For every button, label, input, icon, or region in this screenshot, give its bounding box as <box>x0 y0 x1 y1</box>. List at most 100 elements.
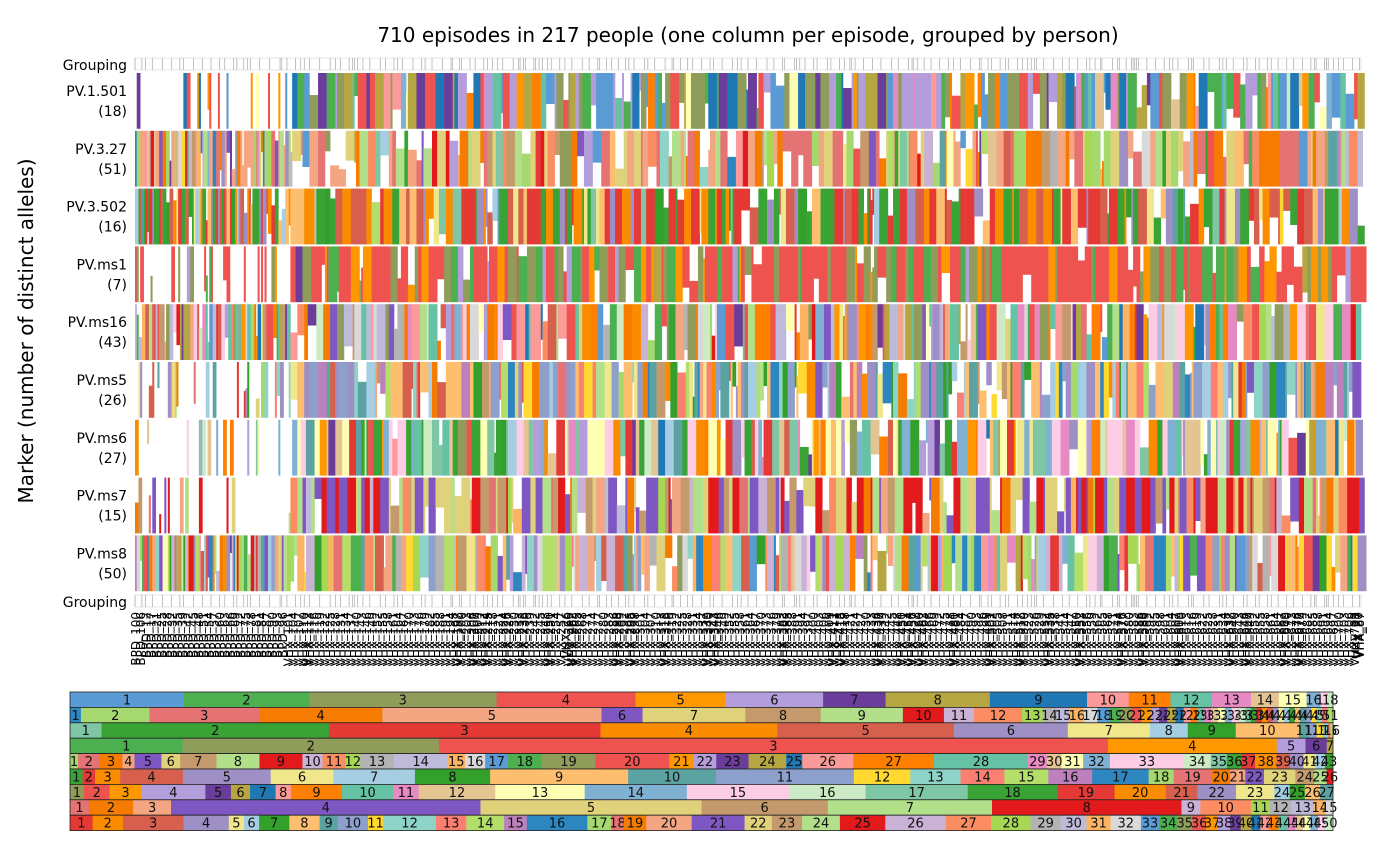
allele-cell <box>744 304 749 360</box>
allele-cell <box>276 362 281 396</box>
allele-cell <box>209 73 212 129</box>
x-tick-label: VHX_104 <box>287 612 301 666</box>
x-tick-label: VHX_226 <box>500 612 514 666</box>
allele-cell <box>1276 432 1279 476</box>
legend-segment-label: 3 <box>769 740 777 755</box>
allele-cell <box>754 130 763 187</box>
allele-cell <box>193 535 196 592</box>
x-tick-label: VHX_319 <box>665 612 679 666</box>
allele-cell <box>350 246 360 303</box>
allele-cell <box>637 535 642 592</box>
allele-cell <box>1029 501 1037 534</box>
allele-cell <box>1297 546 1300 592</box>
allele-cell <box>1038 477 1044 534</box>
allele-cell <box>929 188 937 245</box>
legend-segment <box>84 784 110 800</box>
legend-segment-label: 14 <box>1041 709 1058 724</box>
legend-segment <box>508 753 542 769</box>
allele-cell <box>656 362 666 418</box>
allele-cell <box>730 477 733 534</box>
allele-cell <box>1141 85 1148 129</box>
allele-cell <box>775 477 778 534</box>
allele-cell <box>1245 419 1251 476</box>
allele-cell <box>1010 304 1018 360</box>
allele-cell <box>1285 362 1288 418</box>
legend-segment-label: 6 <box>618 709 626 724</box>
allele-cell <box>356 419 362 476</box>
allele-cell <box>988 477 991 534</box>
allele-cell <box>715 304 718 360</box>
allele-cell <box>1267 362 1270 418</box>
allele-cell <box>278 419 281 476</box>
legend-segment-label: 2 <box>104 817 112 832</box>
x-tick-label: VHX_673 <box>1285 612 1299 666</box>
allele-cell <box>1086 362 1096 418</box>
allele-cell <box>756 362 761 418</box>
allele-cell <box>1247 246 1251 303</box>
allele-cell <box>290 477 298 534</box>
legend-row-frame <box>69 814 1334 832</box>
allele-cell <box>1031 246 1041 303</box>
allele-cell <box>975 419 978 476</box>
allele-cell <box>1001 362 1008 400</box>
allele-cell <box>1101 161 1105 187</box>
allele-cell <box>195 188 200 245</box>
allele-cell <box>136 535 141 592</box>
legend-segment-label: 2 <box>93 786 101 801</box>
allele-cell <box>975 477 980 534</box>
allele-cell <box>590 477 593 534</box>
allele-cell <box>640 188 647 245</box>
allele-cell <box>699 166 709 187</box>
allele-cell <box>716 73 719 129</box>
x-tick-label: BPD_63 <box>218 612 232 658</box>
allele-cell <box>962 535 968 592</box>
allele-cell <box>682 535 688 592</box>
allele-cell <box>1105 419 1108 476</box>
allele-cell <box>428 362 433 418</box>
allele-cell <box>1022 477 1030 534</box>
allele-cell <box>469 246 474 303</box>
allele-cell <box>516 73 524 129</box>
allele-cell <box>267 535 272 592</box>
legend-segment <box>1245 769 1265 785</box>
allele-cell <box>1350 304 1357 360</box>
allele-cell <box>1224 188 1227 245</box>
allele-cell <box>547 130 554 187</box>
x-tick-label: VHX_643 <box>1232 612 1246 666</box>
allele-cell <box>879 477 882 534</box>
allele-cell <box>273 304 277 338</box>
allele-cell <box>1297 362 1301 418</box>
allele-cell <box>1183 535 1191 592</box>
allele-cell <box>147 188 150 232</box>
allele-cell <box>205 362 210 418</box>
allele-cell <box>779 535 782 592</box>
x-tick-label: VHX_376 <box>765 612 779 666</box>
x-tick-label: VHX_502 <box>985 612 999 666</box>
allele-cell <box>994 246 1003 303</box>
allele-cell <box>877 73 887 129</box>
allele-cell <box>1074 86 1077 129</box>
legend-segment <box>1305 738 1328 754</box>
allele-cell <box>1181 419 1184 457</box>
x-tick-label: VHX_640 <box>1227 612 1241 666</box>
legend-segment-label: 1 <box>71 709 79 724</box>
allele-cell <box>245 304 248 360</box>
allele-cell <box>1316 130 1326 187</box>
allele-cell <box>1310 362 1315 418</box>
x-tick-label: VHX_547 <box>1064 612 1078 666</box>
allele-cell <box>494 452 497 476</box>
x-tick-label: VHX_307 <box>644 612 658 666</box>
allele-cell <box>1278 535 1286 592</box>
x-tick-label: VHX_469 <box>928 612 942 666</box>
allele-cell <box>1041 394 1051 418</box>
allele-cell <box>1160 188 1167 219</box>
allele-cell <box>893 130 896 187</box>
allele-cell <box>152 535 157 592</box>
allele-cell <box>865 304 871 360</box>
allele-cell <box>1253 188 1260 245</box>
allele-cell <box>518 362 523 418</box>
allele-cell <box>276 188 279 245</box>
allele-cell <box>1293 266 1303 303</box>
legend-segment-label: 5 <box>587 801 595 816</box>
allele-cell <box>1139 271 1144 303</box>
